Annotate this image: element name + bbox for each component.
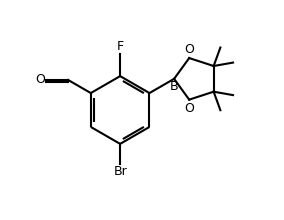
Text: F: F	[116, 40, 124, 53]
Text: B: B	[170, 80, 178, 93]
Text: O: O	[184, 102, 194, 115]
Text: O: O	[184, 43, 194, 56]
Text: Br: Br	[113, 165, 127, 178]
Text: O: O	[35, 73, 45, 86]
